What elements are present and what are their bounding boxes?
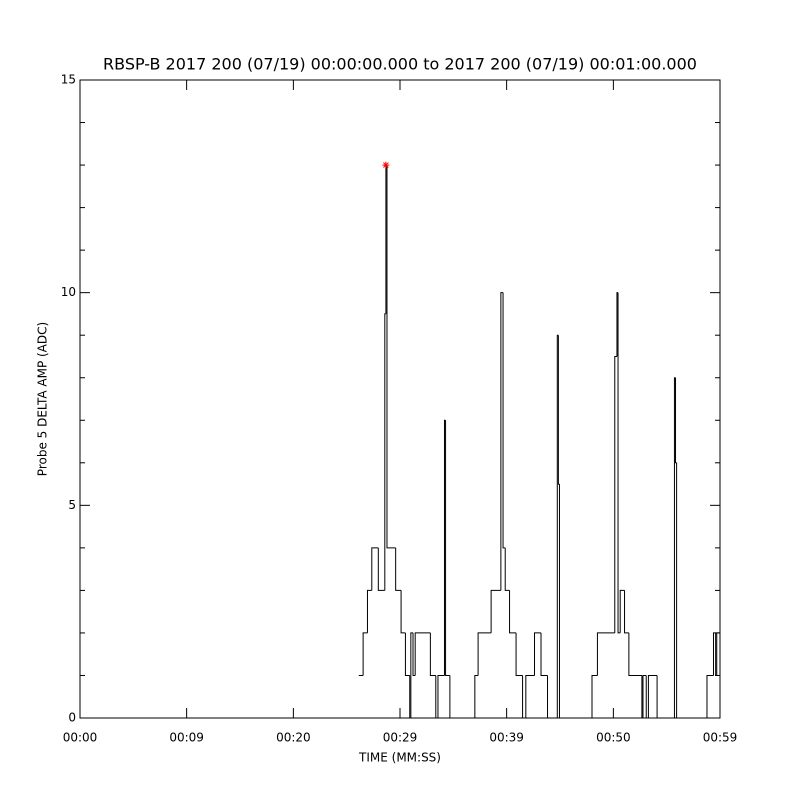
y-tick-label: 5 bbox=[68, 498, 76, 512]
step-segment bbox=[414, 632, 431, 676]
step-segment bbox=[502, 292, 506, 549]
step-segment bbox=[395, 547, 402, 591]
step-segment bbox=[474, 674, 479, 718]
step-segment bbox=[504, 547, 510, 591]
x-tick-label: 00:59 bbox=[703, 731, 738, 745]
step-segment bbox=[558, 484, 592, 719]
max-marker bbox=[382, 161, 390, 169]
step-segment bbox=[647, 674, 658, 718]
step-segment bbox=[540, 632, 548, 676]
step-segment bbox=[386, 165, 396, 549]
step-segment bbox=[490, 589, 501, 633]
y-tick-label: 0 bbox=[68, 711, 76, 725]
step-segment bbox=[404, 632, 410, 676]
step-segment bbox=[673, 377, 676, 718]
y-tick-label: 15 bbox=[61, 73, 76, 87]
step-segment bbox=[445, 420, 450, 676]
step-segment bbox=[617, 292, 621, 634]
x-tick-label: 00:50 bbox=[596, 731, 631, 745]
step-segment bbox=[712, 632, 716, 676]
step-segment bbox=[435, 675, 438, 719]
step-segment bbox=[547, 675, 558, 719]
step-segment bbox=[676, 462, 707, 719]
step-segment bbox=[509, 590, 517, 634]
step-segment bbox=[371, 547, 379, 591]
step-segment bbox=[619, 589, 625, 633]
step-segment bbox=[534, 632, 542, 676]
step-segment bbox=[656, 675, 675, 719]
step-segment bbox=[412, 632, 416, 676]
x-tick-label: 00:09 bbox=[169, 731, 204, 745]
step-segment bbox=[400, 590, 406, 634]
x-tick-label: 00:20 bbox=[276, 731, 311, 745]
step-segment bbox=[362, 632, 368, 676]
x-tick-label: 00:29 bbox=[383, 731, 418, 745]
step-segment bbox=[642, 674, 647, 718]
step-segment bbox=[366, 589, 372, 633]
step-segment bbox=[624, 590, 629, 634]
step-segment bbox=[377, 547, 385, 591]
y-tick-label: 10 bbox=[61, 285, 76, 299]
step-segment bbox=[449, 675, 475, 719]
step-segment bbox=[716, 632, 720, 676]
step-segment bbox=[522, 675, 526, 719]
step-segment bbox=[591, 674, 598, 718]
step-segment bbox=[628, 632, 642, 676]
step-segment bbox=[614, 355, 617, 633]
y-axis-label: Probe 5 DELTA AMP (ADC) bbox=[36, 322, 50, 476]
step-segment bbox=[525, 674, 535, 718]
x-axis-label: TIME (MM:SS) bbox=[358, 751, 441, 765]
chart-title: RBSP-B 2017 200 (07/19) 00:00:00.000 to … bbox=[103, 55, 697, 74]
step-segment bbox=[645, 675, 649, 719]
step-segment bbox=[715, 632, 717, 676]
step-segment bbox=[437, 674, 445, 718]
step-segment bbox=[706, 674, 714, 718]
x-tick-label: 00:39 bbox=[489, 731, 524, 745]
step-segment bbox=[596, 632, 615, 676]
step-segment bbox=[429, 632, 436, 676]
step-segment bbox=[500, 292, 504, 591]
step-segment bbox=[477, 632, 492, 676]
x-tick-label: 00:00 bbox=[63, 731, 98, 745]
step-segment bbox=[515, 632, 523, 676]
step-segment bbox=[410, 632, 414, 718]
